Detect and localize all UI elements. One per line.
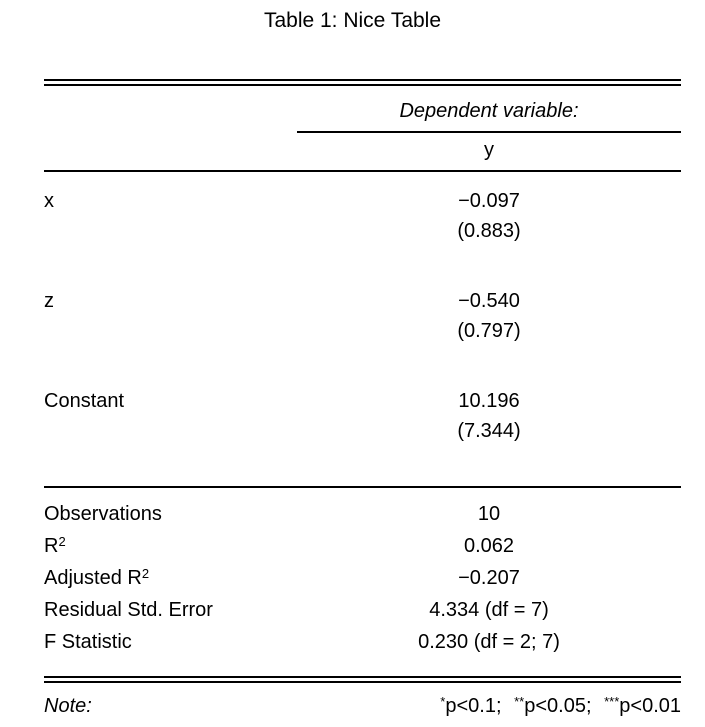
coefficient-se: (0.883)	[457, 220, 521, 242]
dependent-variable-header-row: Dependent variable:	[44, 100, 681, 133]
note-threshold: p<0.05;	[524, 695, 592, 717]
note-threshold: p<0.1;	[445, 695, 502, 717]
stat-value: 4.334 (df = 7)	[429, 599, 549, 621]
note-text: *p<0.1; **p<0.05; ***p<0.01	[297, 695, 681, 718]
table-caption: Table 1: Nice Table	[263, 9, 442, 32]
note-segment: ***p<0.01	[604, 693, 681, 718]
coefficient-estimate: −0.540	[458, 290, 520, 312]
coefficient-label: z	[44, 290, 54, 312]
stat-label: Observations	[44, 498, 297, 530]
coefficient-estimate: 10.196	[458, 390, 520, 412]
dependent-variable-name-row: y	[44, 139, 681, 170]
stat-label: Adjusted R2	[44, 562, 297, 594]
note-threshold: p<0.01	[619, 695, 681, 717]
coefficient-group-z: z −0.540 (0.797)	[44, 286, 681, 346]
coefficient-row: z −0.540	[44, 286, 681, 316]
significance-stars: ***	[604, 693, 620, 709]
note-label: Note:	[44, 695, 92, 717]
regression-table: Dependent variable: y x −0.097 (0.883) z…	[44, 79, 681, 718]
stat-label-text: Adjusted R	[44, 567, 142, 589]
stat-row-f-statistic: F Statistic 0.230 (df = 2; 7)	[44, 626, 681, 658]
summary-statistics: Observations 10 R2 0.062 Adjusted R2 −0.…	[44, 488, 681, 668]
stat-value: 10	[477, 503, 501, 525]
stat-label: R2	[44, 530, 297, 562]
stat-row-adjusted-r2: Adjusted R2 −0.207	[44, 562, 681, 594]
stat-label-text: Observations	[44, 503, 162, 525]
stat-label: Residual Std. Error	[44, 594, 297, 626]
stats-rule	[44, 486, 681, 488]
stat-label-text: Residual Std. Error	[44, 599, 213, 621]
note-segment: *p<0.1;	[440, 693, 502, 718]
dependent-variable-name: y	[484, 139, 494, 161]
stat-label-text: R	[44, 535, 59, 557]
stat-row-r2: R2 0.062	[44, 530, 681, 562]
stat-value: −0.207	[458, 567, 520, 589]
stat-row-observations: Observations 10	[44, 498, 681, 530]
standard-error-row: (0.797)	[44, 316, 681, 346]
coefficient-estimate: −0.097	[458, 190, 520, 212]
coefficient-se: (7.344)	[457, 420, 521, 442]
coefficient-label: x	[44, 190, 54, 212]
stat-value: 0.230 (df = 2; 7)	[418, 631, 560, 653]
coefficient-group-constant: Constant 10.196 (7.344)	[44, 386, 681, 446]
coefficient-se: (0.797)	[457, 320, 521, 342]
significance-stars: **	[514, 693, 525, 709]
significance-stars: *	[440, 693, 446, 709]
coefficient-row: x −0.097	[44, 186, 681, 216]
stat-label-superscript: 2	[141, 565, 150, 581]
coefficient-row: Constant 10.196	[44, 386, 681, 416]
top-double-rule	[44, 79, 681, 86]
stat-label-superscript: 2	[58, 533, 66, 549]
standard-error-row: (0.883)	[44, 216, 681, 246]
dependent-variable-header: Dependent variable:	[297, 100, 681, 133]
note-row: Note: *p<0.1; **p<0.05; ***p<0.01	[44, 695, 681, 718]
bottom-double-rule	[44, 676, 681, 683]
coefficient-label: Constant	[44, 390, 125, 412]
header-rule	[44, 170, 681, 172]
standard-error-row: (7.344)	[44, 416, 681, 446]
note-segment: **p<0.05;	[514, 693, 592, 718]
coefficient-group-x: x −0.097 (0.883)	[44, 186, 681, 246]
stat-label-text: F Statistic	[44, 631, 132, 653]
stat-row-residual-std-error: Residual Std. Error 4.334 (df = 7)	[44, 594, 681, 626]
stat-label: F Statistic	[44, 626, 297, 658]
stat-value: 0.062	[463, 535, 515, 557]
